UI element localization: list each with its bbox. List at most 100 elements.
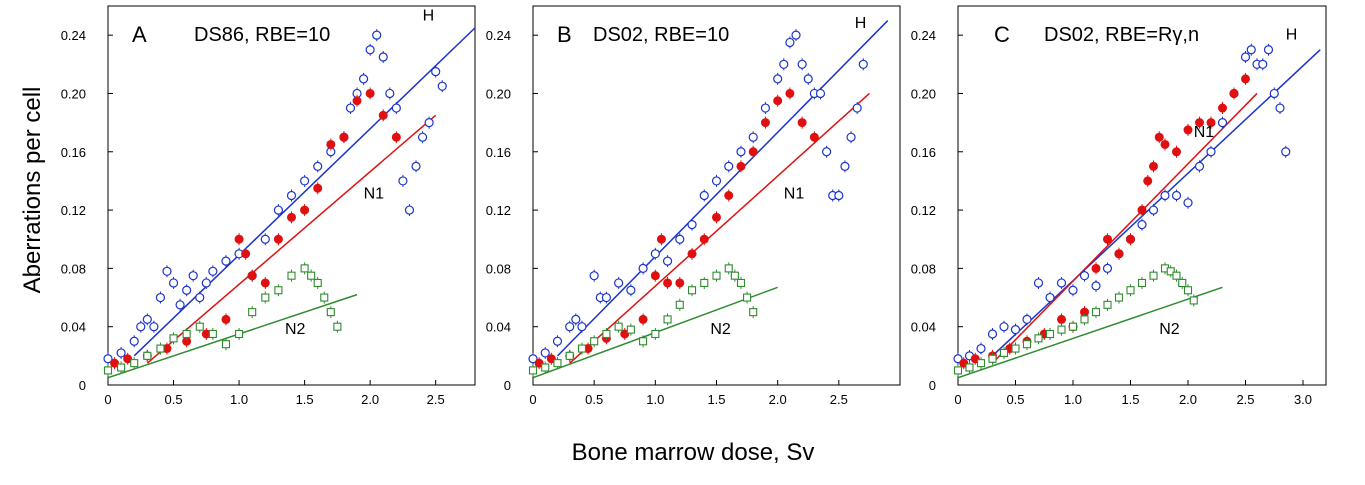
data-point [424, 118, 434, 128]
data-point [1079, 271, 1090, 281]
panel-letter: C [994, 22, 1010, 47]
data-point [195, 292, 205, 303]
data-point [1206, 118, 1216, 128]
fit-line-n1 [991, 92, 1258, 364]
fit-line-n1 [569, 92, 870, 364]
y-tick-label: 0.08 [486, 261, 511, 276]
data-point [1183, 125, 1193, 135]
data-point [1183, 198, 1193, 208]
data-point [188, 271, 198, 281]
data-point [365, 45, 375, 55]
data-point [987, 329, 998, 339]
data-point [976, 343, 986, 354]
x-tick-label: 2.0 [1179, 392, 1197, 407]
data-point [565, 351, 574, 360]
data-point [976, 359, 986, 368]
fit-line-h [133, 27, 476, 357]
panel-b: 0 0.5 1.0 1.5 2.0 2.5 0 0.04 0.08 0.12 0.16 0.20 0.2… [486, 5, 901, 407]
data-point [103, 366, 113, 375]
data-point [1114, 249, 1124, 259]
data-point [248, 308, 257, 317]
data-point [663, 278, 673, 288]
data-point [1206, 147, 1216, 157]
data-point [156, 344, 165, 353]
data-point [773, 96, 783, 106]
data-point [743, 293, 752, 302]
data-point [639, 337, 648, 346]
data-point [1068, 285, 1078, 295]
data-point [1045, 292, 1055, 303]
data-point [437, 81, 447, 91]
data-point [273, 205, 283, 215]
data-point [1166, 267, 1175, 276]
data-point [999, 348, 1009, 357]
data-point [1022, 314, 1032, 325]
data-point [1056, 278, 1067, 288]
data-point [650, 271, 660, 281]
data-point [760, 103, 771, 113]
y-tick-label: 0.20 [911, 86, 936, 101]
data-point [1091, 308, 1101, 317]
data-point [797, 118, 807, 128]
data-point [1160, 139, 1170, 149]
y-tick-label: 0.04 [911, 320, 936, 335]
data-point [565, 322, 575, 332]
data-point [378, 52, 388, 62]
series-label-h: H [423, 8, 435, 25]
data-point [712, 271, 721, 280]
y-tick-label: 0 [504, 378, 511, 393]
data-point [221, 314, 231, 324]
series-label-n2: N2 [285, 321, 306, 338]
data-point [736, 161, 746, 171]
data-point [614, 278, 624, 288]
fit-line-h [991, 49, 1321, 357]
series-n2 [103, 262, 342, 377]
plot-frame [107, 5, 476, 386]
data-point [417, 132, 428, 142]
data-point [1149, 271, 1158, 280]
panel-letter: A [132, 22, 147, 47]
data-point [614, 322, 623, 331]
data-point [391, 103, 401, 113]
data-point [803, 74, 813, 84]
data-point [1172, 147, 1181, 157]
x-tick-label: 0.5 [1006, 392, 1024, 407]
data-point [809, 132, 819, 142]
data-point [1103, 300, 1112, 309]
data-point [201, 278, 211, 288]
data-point [398, 176, 408, 186]
data-point [1137, 205, 1147, 215]
x-tick-label: 1.0 [230, 392, 248, 407]
data-point [235, 329, 244, 339]
panel-title: DS02, RBE=10 [593, 24, 729, 46]
data-point [1011, 344, 1020, 353]
fit-line-n1 [146, 114, 437, 364]
data-point [1022, 340, 1032, 349]
data-point [773, 74, 783, 84]
x-tick-label: 0 [529, 392, 536, 407]
data-point [736, 147, 746, 157]
data-point [1091, 263, 1101, 273]
data-point [1263, 45, 1274, 55]
data-point [365, 88, 375, 98]
x-tick-label: 2.5 [1236, 392, 1254, 407]
data-point [712, 212, 721, 222]
data-point [1160, 190, 1170, 201]
data-point [724, 264, 733, 273]
y-axis-label: Aberrations per cell [19, 87, 46, 294]
data-point [840, 161, 850, 171]
series-label-h: H [855, 15, 867, 32]
data-point [182, 285, 192, 295]
data-point [313, 183, 323, 193]
data-point [834, 190, 844, 201]
panel-letter: B [557, 22, 572, 47]
data-point [300, 205, 310, 215]
data-point [662, 256, 673, 266]
series-h [953, 43, 1291, 365]
series-label-n2: N2 [1159, 321, 1180, 338]
data-point [313, 161, 323, 171]
data-point [988, 354, 997, 363]
y-tick-label: 0.04 [486, 320, 511, 335]
data-point [129, 336, 139, 346]
data-point [540, 348, 550, 358]
